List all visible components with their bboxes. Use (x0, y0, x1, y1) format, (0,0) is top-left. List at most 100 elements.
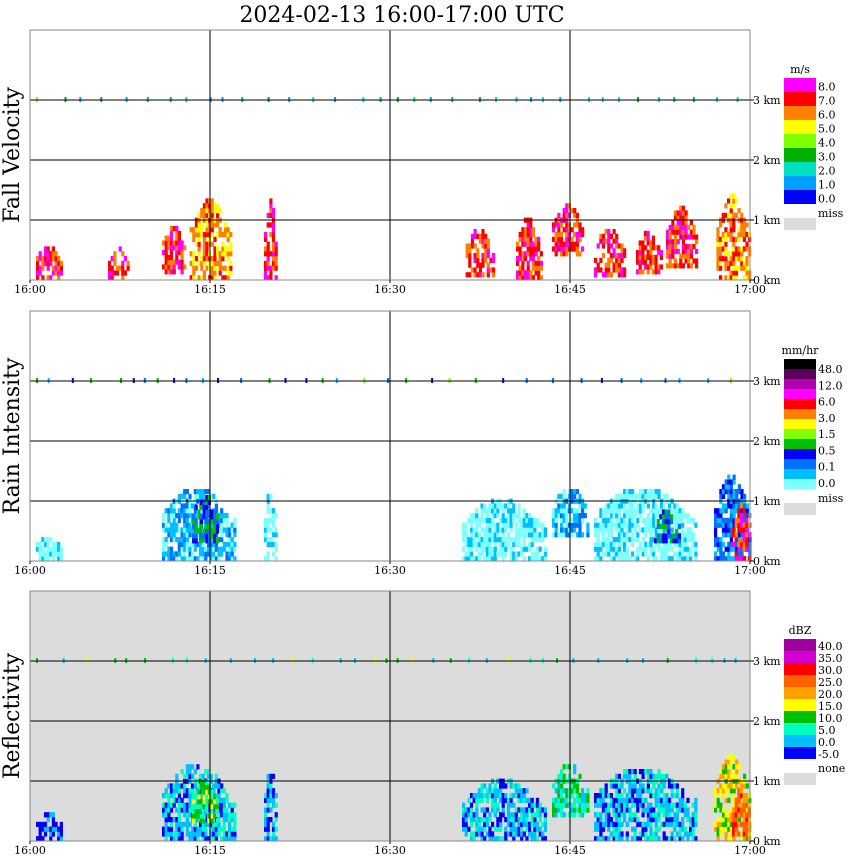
echo-cell (684, 220, 688, 226)
echo-cell (599, 541, 603, 547)
echo-cell (724, 508, 728, 514)
echo-cell (668, 239, 672, 245)
echo-cell (716, 817, 720, 823)
echo-cell (646, 556, 650, 562)
echo-cell (509, 556, 513, 562)
echo-cell (499, 817, 503, 823)
echo-cell (57, 836, 61, 842)
echo-cell (745, 503, 749, 509)
echo-cell (661, 538, 666, 544)
echo-cell (485, 831, 489, 837)
echo-cell (649, 551, 653, 557)
echo-cell (609, 817, 613, 823)
echo-cell (493, 537, 497, 543)
echo-cell (623, 267, 627, 273)
echo-cell (638, 513, 643, 519)
echo-cell (716, 251, 720, 257)
echo-cell (199, 793, 203, 799)
echo-cell (657, 527, 661, 533)
echo-cell (492, 272, 496, 278)
echo-cell (212, 836, 216, 842)
echo-cell (594, 812, 598, 818)
echo-cell (269, 222, 273, 228)
echo-cell (228, 541, 232, 547)
echo-cell (573, 769, 577, 775)
echo-cell (229, 270, 233, 276)
echo-cell (673, 826, 677, 832)
echo-cell (594, 532, 598, 538)
echo-cell (501, 551, 505, 557)
echo-cell (615, 793, 619, 799)
echo-cell (652, 556, 656, 562)
echo-cell (675, 513, 679, 519)
echo-cell (739, 812, 744, 818)
echo-cell (199, 784, 204, 790)
echo-cell (646, 503, 650, 509)
echo-cell (721, 489, 726, 495)
echo-cell (714, 513, 718, 519)
y-tick-label: 3 km (753, 375, 781, 388)
echo-cell (514, 556, 518, 562)
echo-cell (742, 508, 746, 514)
echo-cell (654, 836, 658, 842)
echo-cell (636, 817, 640, 823)
echo-cell (594, 267, 598, 273)
colorbar-swatch (784, 723, 816, 735)
echo-cell (667, 802, 672, 808)
y-tick-label: 3 km (753, 94, 781, 107)
echo-cell (683, 802, 687, 808)
echo-cell (620, 527, 624, 533)
echo-cell (493, 532, 497, 538)
echo-cell (473, 257, 477, 263)
echo-cell (721, 556, 726, 562)
echo-cell (462, 532, 466, 538)
echo-cell (636, 522, 640, 528)
echo-cell (575, 508, 579, 514)
colorbar-swatch (784, 134, 816, 148)
echo-cell (188, 546, 192, 552)
echo-cell (739, 556, 744, 562)
echo-cell (205, 495, 209, 501)
echo-cell (638, 821, 643, 827)
echo-cell (714, 821, 718, 827)
echo-cell (183, 551, 187, 557)
echo-cell (724, 484, 728, 490)
echo-cell (719, 241, 723, 247)
echo-cell (692, 229, 696, 235)
echo-cell (660, 802, 664, 808)
echo-cell (716, 797, 720, 803)
echo-cell (691, 812, 695, 818)
echo-cell (221, 256, 225, 262)
echo-cell (215, 523, 219, 529)
colorbar-swatch (784, 148, 816, 162)
echo-cell (59, 821, 63, 827)
echo-blob (594, 769, 698, 842)
echo-cell (185, 773, 189, 779)
echo-cell (724, 556, 728, 562)
echo-cell (721, 812, 726, 818)
echo-cell (594, 556, 598, 562)
echo-cell (583, 503, 587, 509)
echo-cell (643, 259, 648, 265)
echo-cell (269, 817, 273, 823)
echo-cell (565, 764, 569, 770)
echo-cell (604, 821, 608, 827)
echo-cell (206, 821, 211, 827)
echo-cell (552, 797, 556, 803)
echo-cell (465, 272, 469, 278)
echo-cell (183, 532, 187, 538)
echo-cell (530, 527, 534, 533)
echo-cell (667, 541, 672, 547)
echo-cell (514, 527, 518, 533)
echo-cell (480, 788, 484, 794)
echo-cell (481, 257, 485, 263)
echo-cell (223, 222, 228, 228)
echo-cell (675, 817, 679, 823)
echo-cell (110, 275, 114, 281)
echo-cell (638, 508, 643, 514)
echo-cell (729, 203, 733, 209)
echo-cell (59, 551, 63, 557)
echo-cell (477, 517, 481, 523)
echo-cell (274, 251, 278, 257)
echo-cell (491, 503, 495, 509)
